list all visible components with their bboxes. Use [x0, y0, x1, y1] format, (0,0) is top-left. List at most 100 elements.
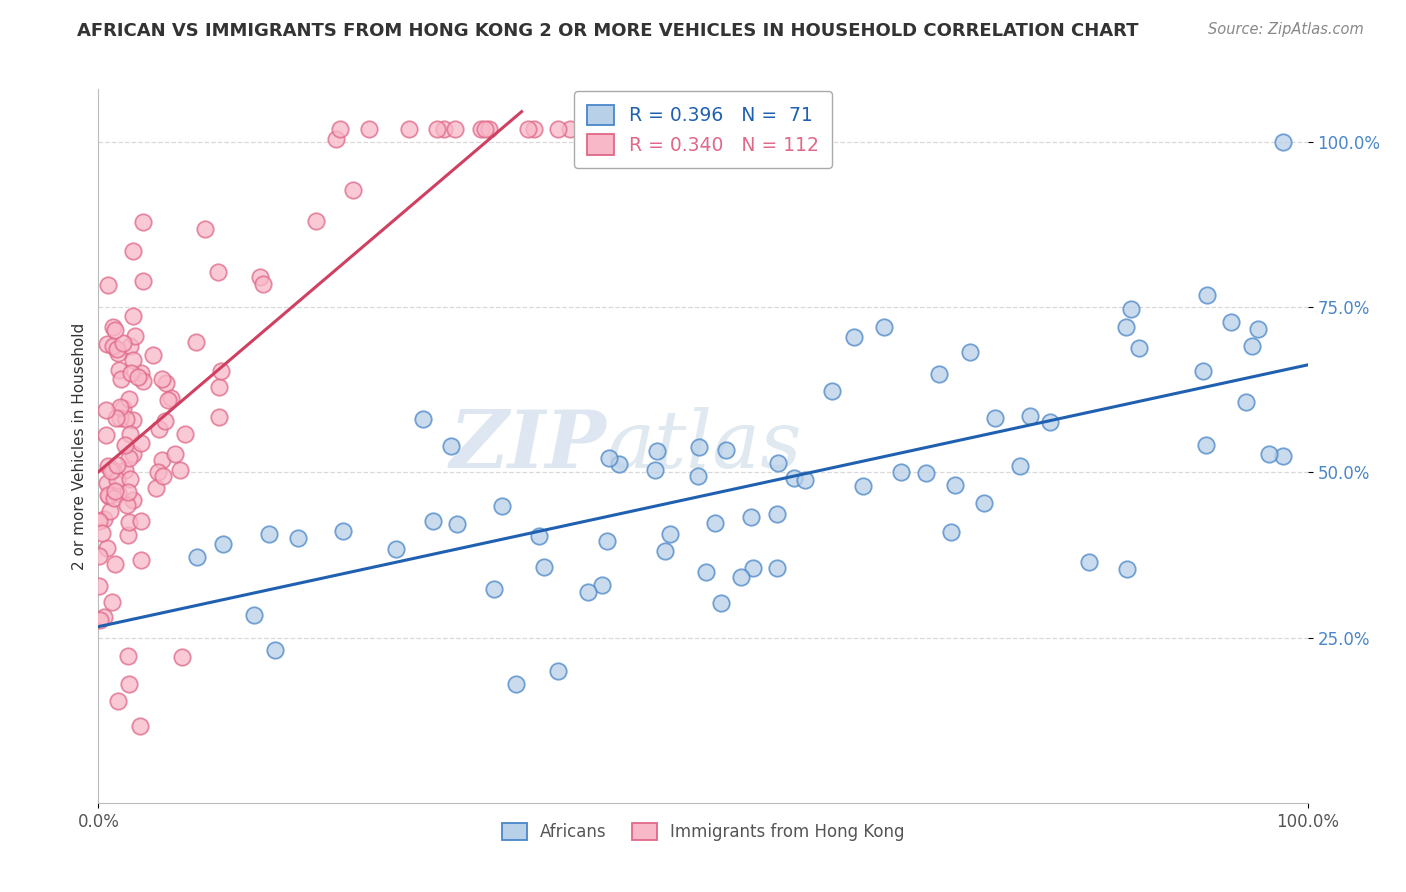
Point — [740, 509, 762, 524]
Point — [1116, 562, 1139, 576]
Point — [145, 482, 167, 496]
Point — [1236, 395, 1258, 409]
Point — [325, 131, 347, 145]
Point — [716, 443, 738, 458]
Point — [129, 553, 152, 567]
Point — [163, 447, 186, 461]
Point — [105, 473, 128, 487]
Point — [547, 664, 569, 678]
Point — [129, 367, 152, 381]
Point — [129, 436, 152, 450]
Point — [984, 411, 1007, 425]
Point — [209, 364, 232, 378]
Point — [103, 338, 125, 352]
Point — [730, 569, 752, 583]
Point — [87, 579, 110, 593]
Point — [110, 372, 132, 386]
Point — [148, 422, 170, 436]
Point — [169, 463, 191, 477]
Point — [114, 463, 136, 477]
Point — [104, 484, 127, 499]
Point — [628, 121, 651, 136]
Point — [103, 491, 125, 505]
Point — [1272, 135, 1295, 149]
Point — [186, 550, 208, 565]
Point — [547, 121, 569, 136]
Point — [101, 320, 124, 334]
Point — [118, 392, 141, 407]
Point — [474, 121, 496, 136]
Point — [398, 121, 420, 136]
Point — [107, 694, 129, 708]
Point — [1078, 555, 1101, 569]
Point — [155, 376, 177, 390]
Point — [533, 560, 555, 574]
Point — [114, 438, 136, 452]
Point — [97, 488, 120, 502]
Point — [103, 463, 125, 477]
Point — [595, 121, 617, 136]
Point — [155, 414, 177, 428]
Point — [426, 121, 449, 136]
Point — [959, 344, 981, 359]
Point — [329, 121, 352, 136]
Point — [844, 330, 866, 344]
Point — [710, 596, 733, 610]
Point — [108, 362, 131, 376]
Point — [688, 469, 710, 483]
Point — [645, 444, 668, 458]
Point — [122, 447, 145, 461]
Point — [422, 514, 444, 528]
Point — [1121, 302, 1143, 317]
Point — [598, 450, 620, 465]
Point — [766, 561, 789, 575]
Point — [104, 411, 127, 425]
Point — [446, 516, 468, 531]
Point — [482, 582, 505, 596]
Point — [412, 412, 434, 426]
Point — [107, 485, 129, 500]
Point — [342, 183, 364, 197]
Point — [150, 372, 173, 386]
Point — [249, 270, 271, 285]
Point — [1019, 409, 1042, 424]
Point — [117, 649, 139, 664]
Point — [94, 403, 117, 417]
Point — [207, 265, 229, 279]
Point — [1247, 322, 1270, 336]
Point — [105, 343, 128, 357]
Point — [96, 336, 118, 351]
Point — [305, 213, 328, 227]
Point — [105, 458, 128, 472]
Point — [852, 479, 875, 493]
Point — [607, 457, 630, 471]
Point — [142, 348, 165, 362]
Point — [603, 121, 626, 136]
Point — [122, 352, 145, 367]
Point — [890, 465, 912, 479]
Text: atlas: atlas — [606, 408, 801, 484]
Point — [91, 526, 114, 541]
Point — [118, 677, 141, 691]
Point — [104, 323, 127, 337]
Point — [1220, 315, 1243, 329]
Point — [695, 565, 717, 579]
Point — [596, 534, 619, 549]
Point — [118, 515, 141, 529]
Point — [97, 458, 120, 473]
Point — [576, 585, 599, 599]
Point — [264, 643, 287, 657]
Point — [821, 384, 844, 399]
Point — [243, 608, 266, 623]
Point — [94, 427, 117, 442]
Point — [156, 392, 179, 407]
Point — [928, 367, 950, 381]
Point — [440, 439, 463, 453]
Point — [516, 121, 538, 136]
Point — [132, 274, 155, 288]
Point — [186, 334, 208, 349]
Point — [973, 496, 995, 510]
Point — [172, 650, 194, 665]
Text: AFRICAN VS IMMIGRANTS FROM HONG KONG 2 OR MORE VEHICLES IN HOUSEHOLD CORRELATION: AFRICAN VS IMMIGRANTS FROM HONG KONG 2 O… — [77, 22, 1139, 40]
Point — [1115, 320, 1137, 334]
